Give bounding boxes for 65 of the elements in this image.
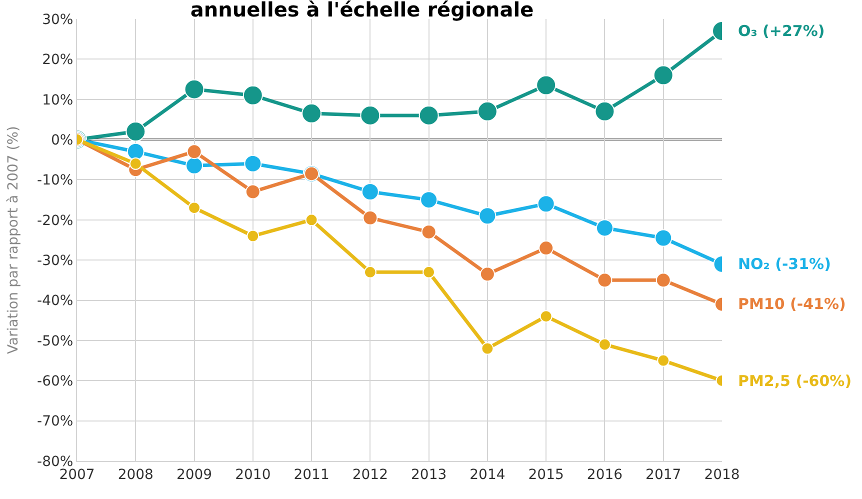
point: [246, 230, 260, 242]
point: [537, 195, 555, 213]
x-tick-label: 2011: [294, 466, 330, 483]
point: [305, 214, 318, 226]
x-tick-label: 2012: [352, 466, 388, 483]
y-tick-label: -10%: [37, 172, 74, 189]
point: [536, 75, 556, 96]
point: [245, 184, 260, 200]
x-tick-label: 2015: [528, 466, 564, 483]
y-tick-label: -60%: [37, 374, 74, 390]
y-tick-label: 10%: [42, 92, 74, 108]
point: [126, 142, 144, 160]
point: [360, 105, 380, 126]
y-tick-label: 0%: [50, 132, 74, 148]
point: [364, 266, 376, 278]
point: [362, 210, 378, 226]
point: [596, 219, 614, 237]
series-label: NO₂ (-31%): [738, 255, 831, 273]
point: [242, 85, 263, 106]
x-tick-label: 2018: [704, 466, 740, 483]
x-tick-label: 2017: [646, 466, 682, 483]
y-tick-label: -50%: [37, 333, 74, 350]
point: [420, 191, 438, 209]
point: [129, 157, 142, 170]
x-tick-label: 2009: [176, 466, 212, 483]
point: [481, 342, 494, 355]
point: [480, 266, 495, 282]
point: [540, 310, 552, 323]
point: [126, 122, 146, 142]
chart-title: annuelles à l'échelle régionale: [190, 0, 534, 22]
point: [186, 144, 202, 160]
series-label: O₃ (+27%): [738, 22, 825, 40]
y-tick-label: -30%: [37, 252, 74, 269]
point: [477, 101, 498, 122]
x-tick-label: 2013: [411, 466, 447, 483]
series-label: PM2,5 (-60%): [738, 372, 852, 390]
point: [361, 183, 379, 201]
x-tick-label: 2008: [118, 466, 154, 483]
x-tick-label: 2016: [586, 466, 623, 483]
x-tick-label: 2014: [470, 466, 506, 483]
point: [186, 156, 204, 174]
y-axis-title: Variation par rapport à 2007 (%): [6, 126, 22, 354]
point: [657, 354, 670, 367]
point: [598, 338, 611, 351]
point: [422, 266, 436, 278]
point: [302, 103, 322, 124]
y-tick-label: 30%: [42, 12, 74, 28]
y-tick-label: -40%: [37, 293, 74, 310]
point: [421, 224, 436, 240]
point: [478, 207, 496, 225]
point: [538, 240, 554, 256]
point: [654, 229, 672, 247]
point: [594, 101, 615, 122]
point: [188, 202, 201, 214]
point: [418, 105, 439, 126]
y-tick-label: -20%: [37, 212, 74, 229]
point: [653, 65, 674, 86]
y-tick-label: -70%: [37, 414, 74, 430]
series-label: PM10 (-41%): [738, 295, 846, 313]
x-tick-label: 2010: [235, 466, 271, 483]
point: [244, 154, 262, 172]
point: [597, 272, 612, 288]
point: [656, 272, 671, 288]
point: [184, 79, 204, 100]
y-tick-label: 20%: [42, 52, 74, 68]
